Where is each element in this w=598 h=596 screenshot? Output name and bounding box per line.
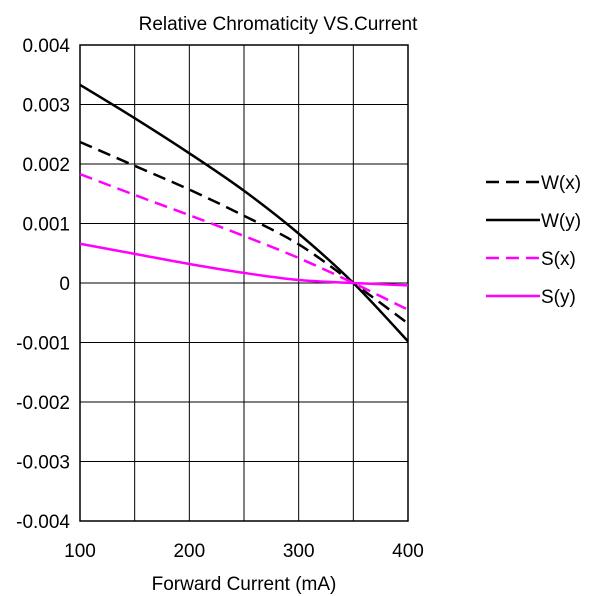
legend-label: W(y)	[541, 211, 581, 232]
series-line-sy	[79, 242, 409, 287]
x-tick-label: 200	[173, 541, 205, 562]
x-tick-label: 100	[64, 541, 96, 562]
y-tick-label: 0.004	[22, 36, 70, 57]
series-lines	[79, 83, 409, 343]
legend-label: S(y)	[541, 287, 576, 308]
x-axis-label: Forward Current (mA)	[152, 574, 337, 595]
y-axis-ticks: 0.004 0.003 0.002 0.001 0 -0.001 -0.002 -0.003 -…	[16, 36, 70, 533]
y-tick-label: 0.001	[22, 215, 70, 236]
legend-label: W(x)	[541, 173, 581, 194]
y-tick-label: -0.001	[16, 334, 70, 355]
legend: W(x) W(y) S(x) S(y)	[486, 173, 581, 308]
y-tick-label: -0.002	[16, 393, 70, 414]
y-tick-label: 0.003	[22, 96, 70, 117]
x-axis-ticks: 100 200 300 400	[64, 541, 424, 562]
x-tick-label: 400	[392, 541, 424, 562]
y-tick-label: -0.003	[16, 453, 70, 474]
chart-title: Relative Chromaticity VS.Current	[139, 14, 418, 35]
y-tick-label: 0.002	[22, 155, 70, 176]
x-tick-label: 300	[283, 541, 315, 562]
legend-label: S(x)	[541, 249, 576, 270]
y-tick-label: -0.004	[16, 512, 70, 533]
plot-frame	[79, 44, 409, 522]
y-tick-label: 0	[59, 274, 70, 295]
